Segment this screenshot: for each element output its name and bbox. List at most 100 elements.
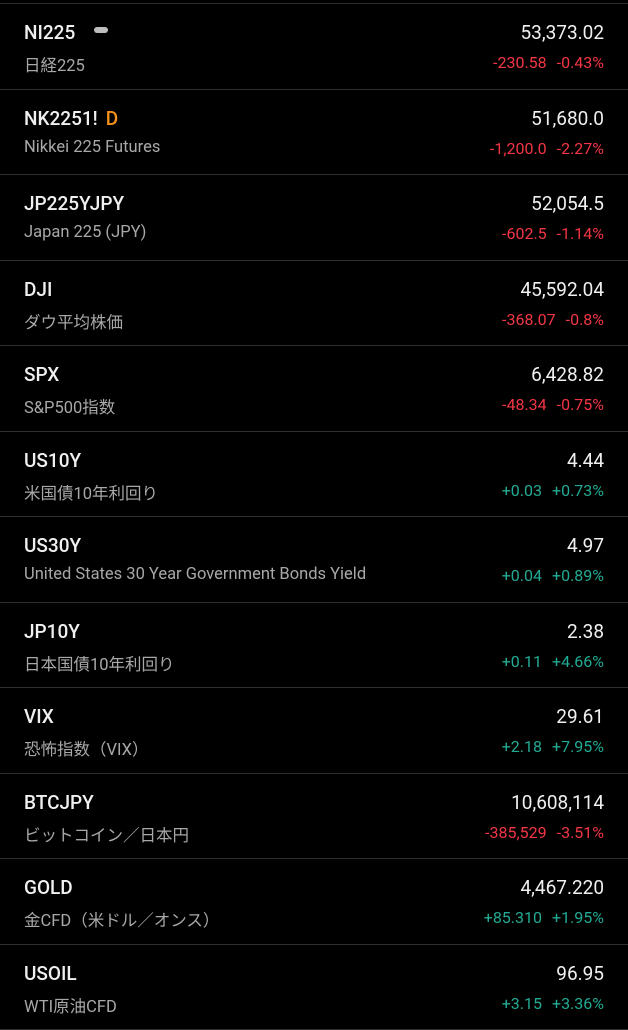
change-percent: -2.27% [557, 139, 604, 158]
price: 4,467.220 [521, 876, 605, 899]
change: +85.310 [484, 908, 542, 927]
change-percent: +4.66% [552, 652, 604, 671]
change: +0.03 [502, 481, 542, 500]
watchlist-row[interactable]: JP10Y 日本国債10年利回り 2.38 +0.11 +4.66% [0, 603, 628, 689]
instrument-name: United States 30 Year Government Bonds Y… [24, 565, 366, 584]
symbol: NI225 [24, 21, 75, 44]
price: 10,608,114 [511, 791, 604, 814]
symbol: SPX [24, 363, 59, 386]
symbol-text: GOLD [24, 876, 73, 899]
change-percent: -0.8% [566, 310, 604, 329]
change-group: +3.15 +3.36% [502, 994, 604, 1013]
change-group: +0.04 +0.89% [502, 566, 604, 585]
price: 29.61 [556, 705, 604, 728]
change-group: +0.03 +0.73% [502, 481, 604, 500]
instrument-name: Nikkei 225 Futures [24, 138, 160, 157]
change-group: -385,529 -3.51% [485, 823, 604, 842]
instrument-name: WTI原油CFD [24, 993, 117, 1017]
change-group: +0.11 +4.66% [502, 652, 604, 671]
symbol: NK2251! D [24, 107, 118, 130]
instrument-name: ビットコイン／日本円 [24, 822, 189, 846]
change-group: -368.07 -0.8% [502, 310, 604, 329]
change-percent: +3.36% [552, 994, 604, 1013]
status-icon [94, 27, 108, 33]
symbol-text: US30Y [24, 534, 81, 557]
watchlist-row[interactable]: USOIL WTI原油CFD 96.95 +3.15 +3.36% [0, 945, 628, 1030]
instrument-name: 米国債10年利回り [24, 480, 158, 504]
instrument-name: Japan 225 (JPY) [24, 223, 146, 242]
change-group: -48.34 -0.75% [502, 395, 604, 414]
watchlist: NI225 日経225 53,373.02 -230.58 -0.43% NK2251! D… [0, 3, 628, 1030]
watchlist-row[interactable]: US30Y United States 30 Year Government Bo… [0, 517, 628, 603]
change: -368.07 [502, 310, 556, 329]
symbol-text: JP225YJPY [24, 192, 124, 215]
symbol-text: JP10Y [24, 620, 80, 643]
price: 96.95 [556, 962, 604, 985]
symbol: US10Y [24, 449, 81, 472]
change: -48.34 [502, 395, 547, 414]
change-percent: -1.14% [557, 224, 604, 243]
price: 52,054.5 [531, 192, 604, 215]
change: -1,200.0 [490, 139, 547, 158]
watchlist-row[interactable]: SPX S&P500指数 6,428.82 -48.34 -0.75% [0, 346, 628, 432]
change: -602.5 [502, 224, 547, 243]
instrument-name: 金CFD（米ドル／オンス） [24, 907, 219, 931]
change-percent: +0.89% [552, 566, 604, 585]
change-group: +85.310 +1.95% [484, 908, 604, 927]
symbol: DJI [24, 278, 52, 301]
symbol-text: VIX [24, 705, 54, 728]
watchlist-row[interactable]: NK2251! D Nikkei 225 Futures 51,680.0 -1,200… [0, 90, 628, 176]
change-percent: -0.43% [557, 53, 604, 72]
price: 51,680.0 [531, 107, 604, 130]
symbol-text: NI225 [24, 21, 75, 44]
symbol-text: DJI [24, 278, 52, 301]
change: -230.58 [493, 53, 547, 72]
change-percent: +7.95% [552, 737, 604, 756]
watchlist-row[interactable]: US10Y 米国債10年利回り 4.44 +0.03 +0.73% [0, 432, 628, 518]
watchlist-row[interactable]: DJI ダウ平均株価 45,592.04 -368.07 -0.8% [0, 261, 628, 347]
watchlist-row[interactable]: BTCJPY ビットコイン／日本円 10,608,114 -385,529 -3.51% [0, 774, 628, 860]
price: 4.97 [567, 534, 604, 557]
symbol-text: USOIL [24, 962, 77, 985]
change: +0.04 [502, 566, 542, 585]
symbol: JP225YJPY [24, 192, 124, 215]
change: +3.15 [502, 994, 542, 1013]
symbol: VIX [24, 705, 54, 728]
badge: D [106, 107, 118, 130]
symbol: BTCJPY [24, 791, 94, 814]
watchlist-row[interactable]: VIX 恐怖指数（VIX） 29.61 +2.18 +7.95% [0, 688, 628, 774]
change-percent: +0.73% [552, 481, 604, 500]
change: -385,529 [485, 823, 547, 842]
change-group: -230.58 -0.43% [493, 53, 604, 72]
symbol-text: NK2251! [24, 107, 98, 130]
symbol-text: SPX [24, 363, 59, 386]
symbol-text: BTCJPY [24, 791, 94, 814]
instrument-name: ダウ平均株価 [24, 309, 123, 333]
change-group: -1,200.0 -2.27% [490, 139, 604, 158]
change-group: -602.5 -1.14% [502, 224, 604, 243]
price: 53,373.02 [521, 21, 605, 44]
symbol: USOIL [24, 962, 77, 985]
symbol: GOLD [24, 876, 73, 899]
instrument-name: S&P500指数 [24, 394, 115, 418]
symbol-text: US10Y [24, 449, 81, 472]
change-percent: +1.95% [552, 908, 604, 927]
price: 45,592.04 [521, 278, 605, 301]
price: 4.44 [567, 449, 604, 472]
instrument-name: 日本国債10年利回り [24, 651, 175, 675]
watchlist-row[interactable]: GOLD 金CFD（米ドル／オンス） 4,467.220 +85.310 +1.95% [0, 859, 628, 945]
symbol: US30Y [24, 534, 81, 557]
price: 6,428.82 [531, 363, 604, 386]
watchlist-row[interactable]: NI225 日経225 53,373.02 -230.58 -0.43% [0, 4, 628, 90]
change-percent: -0.75% [557, 395, 604, 414]
change-percent: -3.51% [557, 823, 604, 842]
instrument-name: 恐怖指数（VIX） [24, 736, 148, 760]
price: 2.38 [567, 620, 604, 643]
symbol: JP10Y [24, 620, 80, 643]
change: +0.11 [502, 652, 542, 671]
instrument-name: 日経225 [24, 52, 85, 76]
change: +2.18 [502, 737, 542, 756]
change-group: +2.18 +7.95% [502, 737, 604, 756]
watchlist-row[interactable]: JP225YJPY Japan 225 (JPY) 52,054.5 -602.5 -1… [0, 175, 628, 261]
